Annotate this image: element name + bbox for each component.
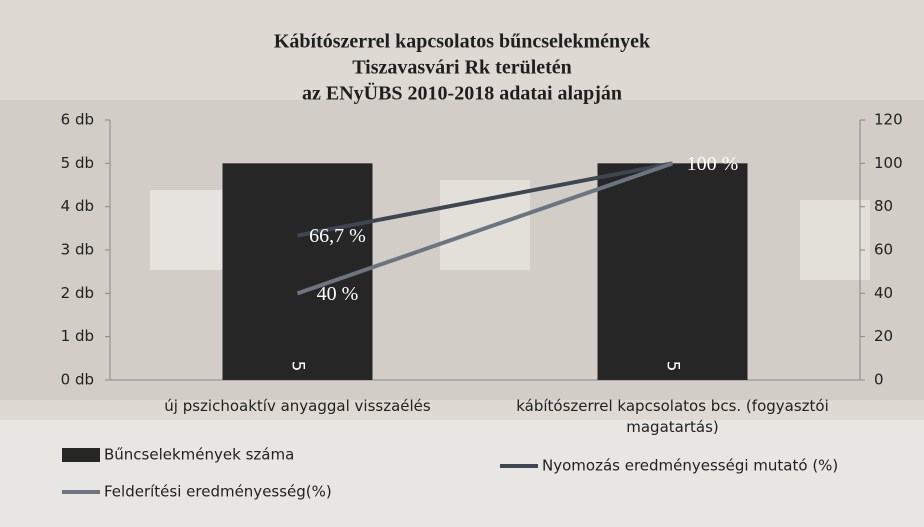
bar xyxy=(223,163,373,380)
y-tick-label: 2 db xyxy=(61,284,94,302)
bar-value-label: 5 xyxy=(288,361,308,372)
y-tick-label: 5 db xyxy=(61,154,94,172)
photo-window xyxy=(150,190,230,270)
legend-swatch xyxy=(62,448,100,462)
y2-tick-label: 60 xyxy=(874,241,893,259)
line-value-label: 40 % xyxy=(317,283,359,305)
y-tick-label: 0 db xyxy=(61,371,94,389)
y2-tick-label: 20 xyxy=(874,327,893,345)
line-value-label: 66,7 % xyxy=(309,225,366,247)
y-tick-label: 6 db xyxy=(61,111,94,129)
legend-label: Nyomozás eredményességi mutató (%) xyxy=(542,457,838,475)
y-tick-label: 1 db xyxy=(61,327,94,345)
x-tick-label: kábítószerrel kapcsolatos bcs. (fogyaszt… xyxy=(508,396,838,438)
chart-title: az ENyÜBS 2010-2018 adatai alapján xyxy=(302,82,622,105)
y2-tick-label: 120 xyxy=(874,111,903,129)
line-value-label: 100 % xyxy=(687,153,739,175)
bar xyxy=(598,163,748,380)
y-tick-label: 4 db xyxy=(61,197,94,215)
x-tick-label: új pszichoaktív anyaggal visszaélés xyxy=(133,396,463,417)
y2-tick-label: 100 xyxy=(874,154,903,172)
chart-svg: Kábítószerrel kapcsolatos bűncselekménye… xyxy=(0,0,924,527)
bar-value-label: 5 xyxy=(663,361,683,372)
y2-tick-label: 40 xyxy=(874,284,893,302)
chart-title: Kábítószerrel kapcsolatos bűncselekménye… xyxy=(274,31,651,53)
legend-label: Felderítési eredményesség(%) xyxy=(104,483,332,501)
y2-tick-label: 0 xyxy=(874,371,884,389)
chart: Kábítószerrel kapcsolatos bűncselekménye… xyxy=(0,0,924,527)
y2-tick-label: 80 xyxy=(874,197,893,215)
y-tick-label: 3 db xyxy=(61,241,94,259)
chart-title: Tiszavasvári Rk területén xyxy=(352,57,572,79)
legend-label: Bűncselekmények száma xyxy=(104,446,294,464)
